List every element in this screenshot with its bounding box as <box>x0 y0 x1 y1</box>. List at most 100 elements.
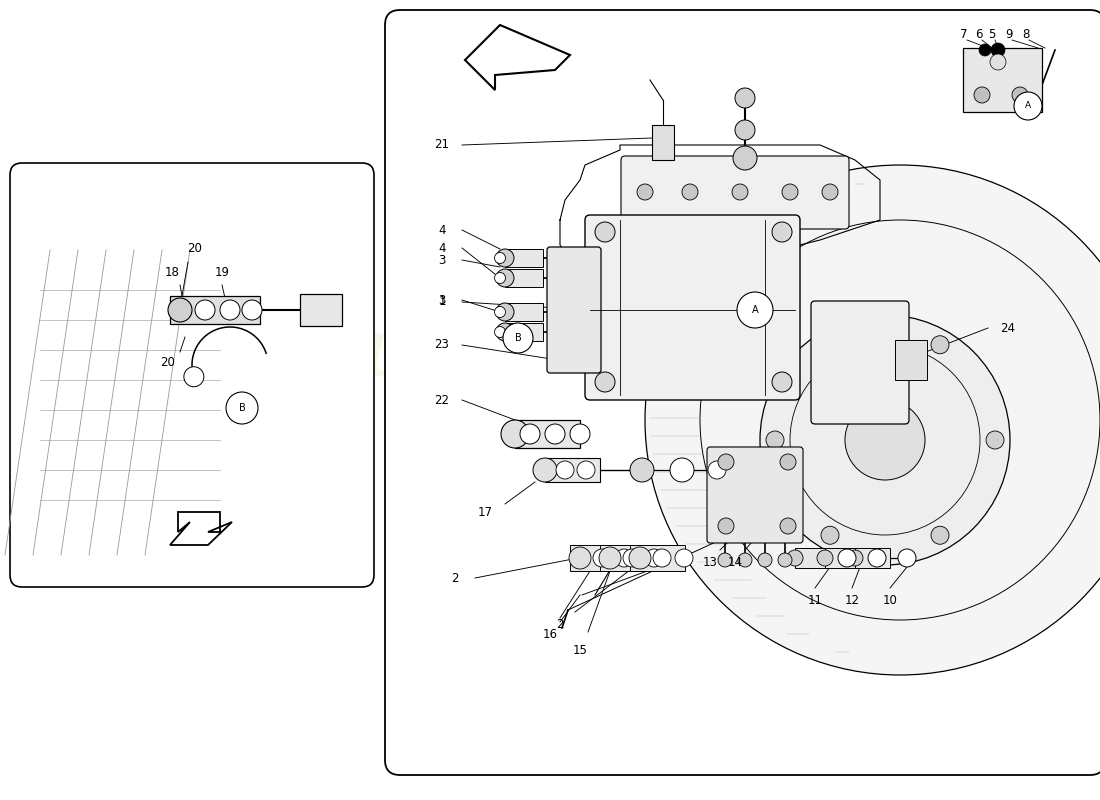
Circle shape <box>733 146 757 170</box>
Circle shape <box>496 249 514 267</box>
Circle shape <box>780 454 796 470</box>
Circle shape <box>821 394 839 412</box>
Circle shape <box>242 300 262 320</box>
Text: a passion for parts: a passion for parts <box>393 464 707 576</box>
Circle shape <box>675 549 693 567</box>
FancyBboxPatch shape <box>547 247 601 373</box>
Circle shape <box>495 273 506 283</box>
Circle shape <box>760 315 1010 565</box>
Text: 21: 21 <box>434 138 450 151</box>
Circle shape <box>886 308 903 326</box>
Circle shape <box>645 165 1100 675</box>
Circle shape <box>782 184 797 200</box>
Circle shape <box>168 298 192 322</box>
Text: 9: 9 <box>1005 29 1012 42</box>
Circle shape <box>786 550 803 566</box>
Circle shape <box>629 547 651 569</box>
Circle shape <box>653 549 671 567</box>
Circle shape <box>1012 87 1028 103</box>
Text: B: B <box>515 333 521 343</box>
Circle shape <box>931 336 949 354</box>
Text: 3: 3 <box>438 294 446 306</box>
Circle shape <box>496 303 514 321</box>
Circle shape <box>898 549 916 567</box>
Circle shape <box>772 372 792 392</box>
Circle shape <box>495 326 506 338</box>
Circle shape <box>766 431 784 449</box>
Text: 20: 20 <box>188 242 202 254</box>
Bar <box>570 545 625 571</box>
Circle shape <box>838 549 856 567</box>
Circle shape <box>623 549 641 567</box>
Circle shape <box>847 550 864 566</box>
Text: 10: 10 <box>882 594 898 606</box>
Bar <box>600 545 654 571</box>
Bar <box>630 545 685 571</box>
Text: 6: 6 <box>975 29 982 42</box>
Circle shape <box>184 366 204 386</box>
Circle shape <box>600 547 621 569</box>
Circle shape <box>682 184 698 200</box>
Circle shape <box>821 308 839 326</box>
Circle shape <box>718 454 734 470</box>
FancyBboxPatch shape <box>962 48 1042 112</box>
Text: 24: 24 <box>1001 322 1015 334</box>
Circle shape <box>735 120 755 140</box>
FancyBboxPatch shape <box>585 215 800 400</box>
Circle shape <box>496 269 514 287</box>
Text: 15: 15 <box>573 643 587 657</box>
Circle shape <box>845 400 925 480</box>
Circle shape <box>780 518 796 534</box>
Text: 23: 23 <box>434 338 450 351</box>
Circle shape <box>637 184 653 200</box>
Circle shape <box>822 184 838 200</box>
Text: 14: 14 <box>727 555 742 569</box>
Circle shape <box>737 292 773 328</box>
Bar <box>795 548 830 568</box>
Bar <box>300 294 342 326</box>
Bar <box>505 269 543 287</box>
Circle shape <box>718 518 734 534</box>
Text: 1: 1 <box>438 295 446 309</box>
Circle shape <box>886 394 903 412</box>
Text: 3: 3 <box>438 254 446 266</box>
Text: A: A <box>1025 102 1031 110</box>
Circle shape <box>986 431 1004 449</box>
Circle shape <box>931 526 949 544</box>
Text: 17: 17 <box>477 506 493 518</box>
Text: 19: 19 <box>214 266 230 278</box>
Circle shape <box>979 44 991 56</box>
Text: 12: 12 <box>845 594 859 606</box>
Text: eurospares: eurospares <box>299 298 801 502</box>
Circle shape <box>778 553 792 567</box>
Text: 4: 4 <box>438 223 446 237</box>
Circle shape <box>738 553 752 567</box>
Circle shape <box>520 424 540 444</box>
FancyBboxPatch shape <box>811 301 909 424</box>
Circle shape <box>718 553 732 567</box>
Bar <box>652 125 674 160</box>
Circle shape <box>772 222 792 242</box>
Circle shape <box>220 300 240 320</box>
Bar <box>505 303 543 321</box>
Circle shape <box>569 547 591 569</box>
Text: B: B <box>239 403 245 413</box>
Circle shape <box>1014 92 1042 120</box>
Circle shape <box>630 458 654 482</box>
Circle shape <box>570 424 590 444</box>
Circle shape <box>735 88 755 108</box>
Circle shape <box>495 306 506 318</box>
Bar <box>895 340 927 380</box>
Circle shape <box>595 372 615 392</box>
Text: A: A <box>751 305 758 315</box>
Text: 5: 5 <box>988 29 996 42</box>
Bar <box>515 420 580 448</box>
Circle shape <box>195 300 214 320</box>
Circle shape <box>645 549 663 567</box>
Text: 18: 18 <box>165 266 179 278</box>
Circle shape <box>226 392 258 424</box>
Text: 13: 13 <box>703 555 717 569</box>
Circle shape <box>565 341 583 359</box>
Text: 2: 2 <box>451 571 459 585</box>
Circle shape <box>670 458 694 482</box>
